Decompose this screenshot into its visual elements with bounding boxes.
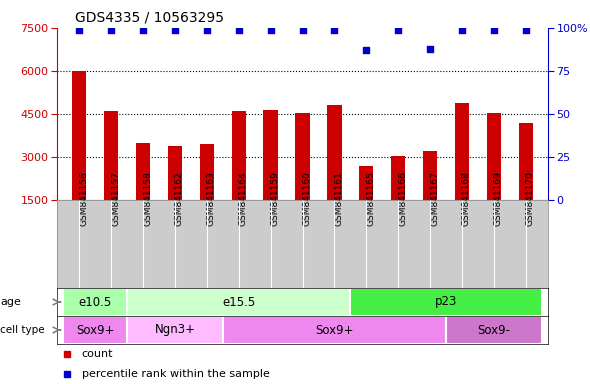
Text: p23: p23 xyxy=(435,296,457,308)
Bar xyxy=(391,156,405,200)
Bar xyxy=(487,113,501,200)
Bar xyxy=(350,288,542,316)
Bar xyxy=(264,110,278,200)
Bar xyxy=(223,316,446,344)
Bar xyxy=(136,143,150,200)
Text: cell type: cell type xyxy=(0,325,45,335)
Text: GDS4335 / 10563295: GDS4335 / 10563295 xyxy=(75,10,224,24)
Text: e15.5: e15.5 xyxy=(222,296,255,308)
Point xyxy=(521,26,530,33)
Bar xyxy=(199,144,214,200)
Point xyxy=(425,46,435,52)
Point xyxy=(362,47,371,53)
Point xyxy=(202,26,212,33)
Text: e10.5: e10.5 xyxy=(78,296,112,308)
Bar xyxy=(455,103,469,200)
Bar xyxy=(327,105,342,200)
Text: Sox9+: Sox9+ xyxy=(315,323,353,336)
Bar xyxy=(104,111,119,200)
Text: count: count xyxy=(81,349,113,359)
Text: Sox9-: Sox9- xyxy=(477,323,510,336)
Bar xyxy=(127,316,223,344)
Point xyxy=(266,26,276,33)
Text: Ngn3+: Ngn3+ xyxy=(155,323,195,336)
Point xyxy=(234,26,244,33)
Bar xyxy=(359,166,373,200)
Bar xyxy=(63,316,127,344)
Bar xyxy=(127,288,350,316)
Point xyxy=(457,26,467,33)
Point xyxy=(139,26,148,33)
Point xyxy=(74,26,84,33)
Point xyxy=(330,26,339,33)
Text: percentile rank within the sample: percentile rank within the sample xyxy=(81,369,270,379)
Bar xyxy=(168,146,182,200)
Point xyxy=(489,26,499,33)
Point xyxy=(298,26,307,33)
Text: age: age xyxy=(0,297,21,307)
Point xyxy=(394,26,403,33)
Bar xyxy=(446,316,542,344)
Text: Sox9+: Sox9+ xyxy=(76,323,114,336)
Point xyxy=(106,26,116,33)
Bar xyxy=(296,113,310,200)
Bar xyxy=(231,111,246,200)
Bar xyxy=(63,288,127,316)
Bar xyxy=(423,151,437,200)
Bar xyxy=(519,122,533,200)
Point xyxy=(171,26,180,33)
Bar xyxy=(72,71,87,200)
